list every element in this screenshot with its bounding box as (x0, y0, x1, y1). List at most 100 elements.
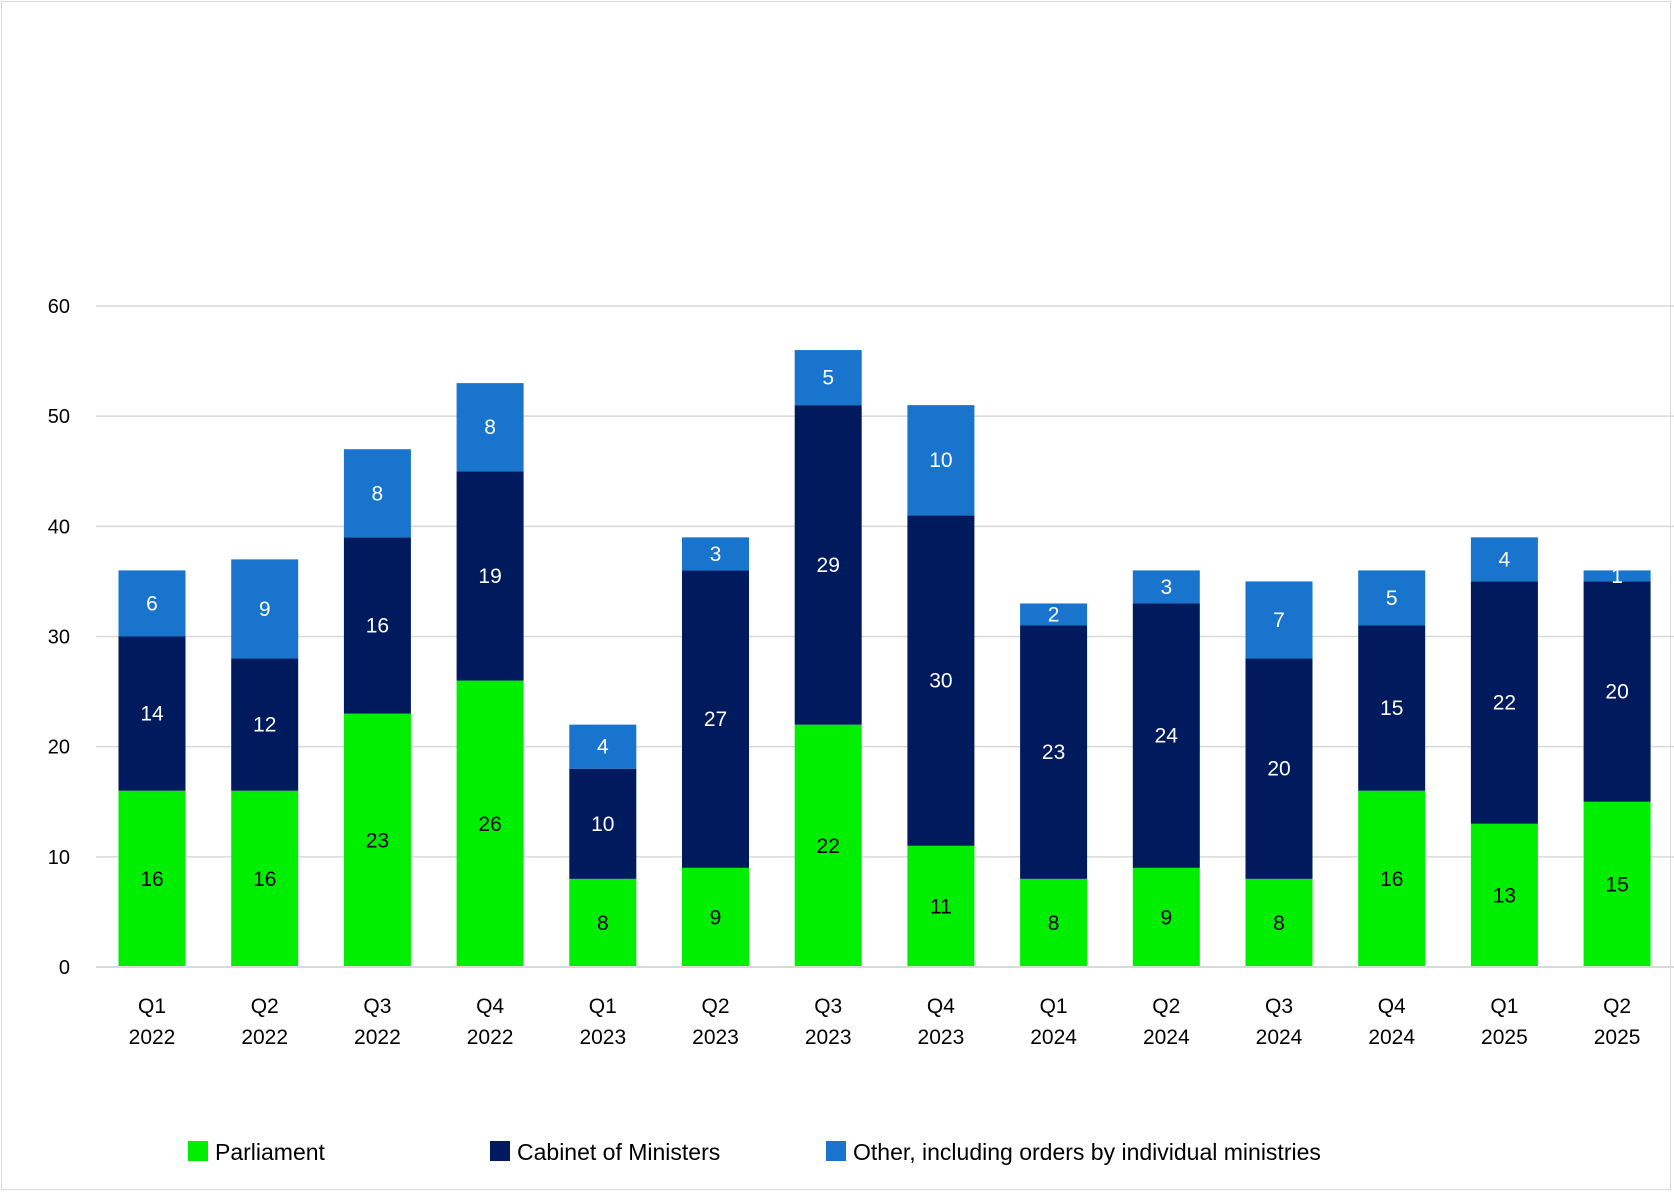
x-tick-label: 2024 (1368, 1026, 1415, 1049)
x-tick-label: Q3 (1265, 995, 1293, 1018)
bar-segment-other-including (231, 559, 299, 659)
legend-swatch (188, 1141, 208, 1161)
x-tick-label: 2025 (1594, 1026, 1641, 1049)
bar-segment-cabinet-of (1583, 581, 1651, 802)
bar-segment-other-including (1470, 537, 1538, 582)
data-label: 12 (253, 714, 276, 737)
x-tick-label: 2022 (467, 1026, 514, 1049)
x-tick-label: 2024 (1256, 1026, 1303, 1049)
data-label: 1 (1611, 565, 1623, 588)
x-tick-label: Q4 (476, 995, 504, 1018)
x-tick-label: 2024 (1030, 1026, 1077, 1049)
x-tick-label: 2025 (1481, 1026, 1528, 1049)
y-tick-label: 0 (59, 957, 70, 979)
bar-segment-parliament (569, 878, 637, 967)
data-label: 20 (1605, 681, 1628, 704)
bar-segment-cabinet-of (1245, 658, 1313, 879)
data-label: 6 (146, 592, 158, 615)
y-tick-label: 30 (48, 627, 70, 649)
bar-segment-cabinet-of (118, 636, 186, 791)
data-label: 22 (817, 835, 840, 858)
bar-segment-parliament (456, 680, 524, 967)
y-tick-label: 20 (48, 737, 70, 759)
legend-label: Other, including orders by individual mi… (853, 1139, 1321, 1165)
bar-segment-cabinet-of (1470, 581, 1538, 824)
data-label: 11 (930, 895, 952, 918)
data-label: 23 (366, 829, 389, 852)
x-tick-label: 2022 (129, 1026, 176, 1049)
x-tick-label: Q1 (1490, 995, 1518, 1018)
bar-segment-parliament (343, 713, 411, 967)
data-label: 9 (710, 906, 722, 929)
bar-segment-parliament (231, 790, 299, 967)
x-tick-label: 2022 (354, 1026, 401, 1049)
data-label: 3 (710, 543, 722, 566)
data-label: 20 (1267, 758, 1290, 781)
bar-segment-parliament (794, 724, 862, 967)
x-tick-label: Q2 (251, 995, 279, 1018)
bar-segment-other-including (1020, 603, 1088, 626)
data-label: 26 (478, 813, 501, 836)
x-tick-label: Q3 (363, 995, 391, 1018)
legend-label: Cabinet of Ministers (517, 1139, 720, 1165)
x-tick-label: Q2 (1603, 995, 1631, 1018)
bar-segment-parliament (1470, 823, 1538, 967)
bar-segment-other-including (1245, 581, 1313, 659)
data-label: 4 (1499, 548, 1511, 571)
data-label: 9 (1160, 906, 1172, 929)
data-label: 7 (1273, 609, 1285, 632)
bars (118, 350, 1651, 967)
x-tick-label: Q2 (1152, 995, 1180, 1018)
bar-segment-other-including (1358, 570, 1426, 626)
data-label: 10 (591, 813, 614, 836)
x-tick-label: Q4 (927, 995, 955, 1018)
bar-segment-parliament (682, 867, 749, 967)
data-label: 8 (597, 912, 609, 935)
bar-segment-parliament (118, 790, 186, 967)
data-label: 2 (1048, 603, 1060, 626)
bar-segment-cabinet-of (1132, 603, 1200, 868)
bar-segment-cabinet-of (1358, 625, 1426, 791)
bar-segment-cabinet-of (682, 570, 749, 868)
data-label: 5 (822, 367, 834, 390)
data-label: 13 (1493, 884, 1516, 907)
data-label: 16 (140, 868, 163, 891)
bar-segment-cabinet-of (907, 515, 975, 846)
data-label: 10 (929, 449, 952, 472)
bar-segment-other-including (1583, 570, 1651, 582)
data-label: 8 (1048, 912, 1060, 935)
bar-segment-other-including (682, 537, 749, 571)
data-labels: 1614616129231682619881049273222951130108… (140, 367, 1628, 935)
bar-segment-parliament (1245, 878, 1313, 967)
x-tick-label: Q1 (1040, 995, 1068, 1018)
legend: Parliament Cabinet of Ministers Other, inc… (188, 1139, 1321, 1165)
bar-segment-other-including (343, 449, 411, 538)
legend-label: Parliament (215, 1139, 326, 1165)
data-label: 4 (597, 736, 609, 759)
bar-segment-other-including (569, 724, 637, 769)
data-label: 15 (1605, 873, 1628, 896)
x-tick-label: 2024 (1143, 1026, 1190, 1049)
bar-segment-other-including (794, 350, 862, 406)
y-axis: 0 10 20 30 40 50 60 (48, 296, 70, 979)
x-tick-label: Q2 (701, 995, 729, 1018)
y-tick-label: 10 (48, 847, 70, 869)
x-tick-label: Q3 (814, 995, 842, 1018)
bar-segment-parliament (1132, 867, 1200, 967)
bar-segment-other-including (118, 570, 186, 637)
x-tick-label: 2023 (918, 1026, 965, 1049)
data-label: 22 (1493, 692, 1516, 715)
data-label: 8 (484, 416, 496, 439)
bar-segment-other-including (1132, 570, 1200, 604)
bar-segment-parliament (1020, 878, 1088, 967)
data-label: 14 (140, 703, 164, 726)
data-label: 24 (1155, 725, 1179, 748)
data-label: 8 (372, 482, 384, 505)
bar-segment-cabinet-of (794, 405, 862, 725)
x-tick-label: 2023 (805, 1026, 852, 1049)
data-label: 23 (1042, 741, 1065, 764)
bar-segment-cabinet-of (231, 658, 299, 791)
bar-segment-parliament (907, 845, 975, 967)
data-label: 5 (1386, 587, 1398, 610)
